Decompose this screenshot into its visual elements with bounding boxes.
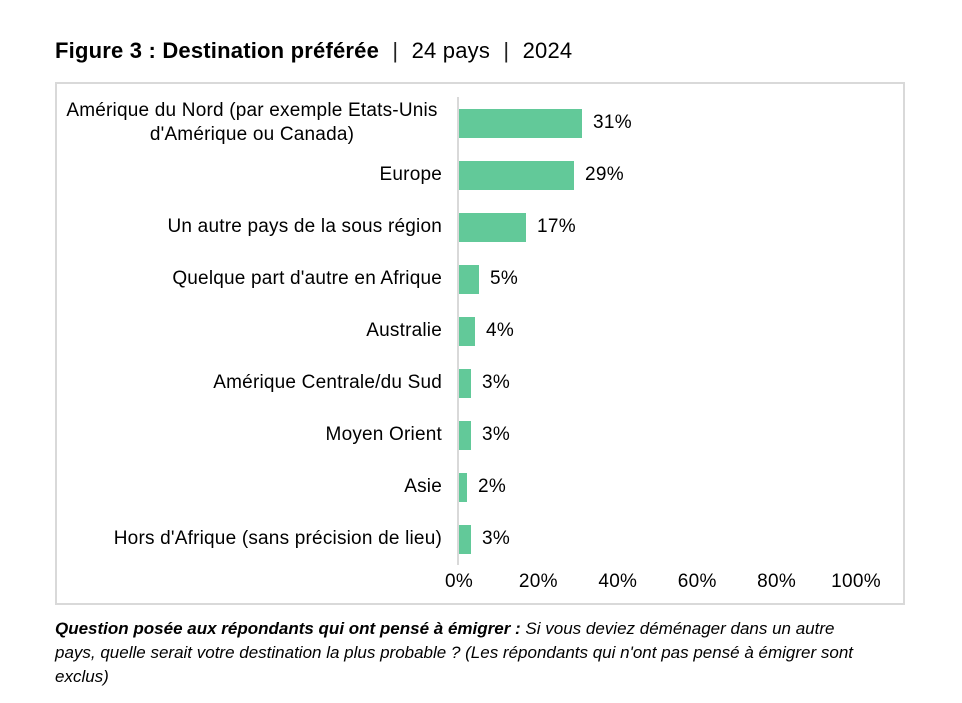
- x-tick-label: 80%: [757, 571, 797, 592]
- category-label: Australie: [366, 320, 442, 341]
- title-separator: |: [503, 38, 510, 63]
- bar: [459, 368, 471, 398]
- chart-rows: Amérique du Nord (par exemple Etats-Unis…: [57, 84, 903, 565]
- bar-cell: 3%: [459, 409, 903, 461]
- bar-cell: 29%: [459, 149, 903, 201]
- y-axis-line: [457, 97, 459, 565]
- figure-title-sample: 24 pays: [411, 38, 491, 63]
- bar-cell: 3%: [459, 357, 903, 409]
- category-label-cell: Amérique du Nord (par exemple Etats-Unis…: [57, 99, 459, 147]
- value-label: 2%: [478, 476, 507, 497]
- bar-row: Moyen Orient 3%: [57, 409, 903, 461]
- category-label-cell: Quelque part d'autre en Afrique: [57, 267, 459, 291]
- category-label-cell: Hors d'Afrique (sans précision de lieu): [57, 527, 459, 551]
- bar: [459, 420, 471, 450]
- category-label-cell: Australie: [57, 319, 459, 343]
- value-label: 3%: [482, 528, 511, 549]
- category-label: Quelque part d'autre en Afrique: [172, 268, 442, 289]
- category-label: Hors d'Afrique (sans précision de lieu): [113, 528, 442, 549]
- bar-row: Un autre pays de la sous région 17%: [57, 201, 903, 253]
- category-label: Europe: [379, 164, 442, 185]
- x-tick-label: 20%: [518, 571, 558, 592]
- bar-row: Amérique Centrale/du Sud 3%: [57, 357, 903, 409]
- x-tick-label: 40%: [598, 571, 638, 592]
- bar-row: Europe 29%: [57, 149, 903, 201]
- value-label: 29%: [585, 164, 624, 185]
- bar: [459, 160, 574, 190]
- x-tick-label: 100%: [831, 571, 881, 592]
- category-label-cell: Moyen Orient: [57, 423, 459, 447]
- value-label: 31%: [593, 112, 632, 133]
- value-label: 17%: [537, 216, 576, 237]
- bar-cell: 31%: [459, 97, 903, 149]
- footnote-body: Si vous deviez déménager dans un autre p…: [55, 619, 854, 686]
- bar-row: Hors d'Afrique (sans précision de lieu) …: [57, 513, 903, 565]
- figure-title: Figure 3 : Destination préférée | 24 pay…: [55, 38, 572, 64]
- bar-row: Australie 4%: [57, 305, 903, 357]
- category-label-cell: Amérique Centrale/du Sud: [57, 371, 459, 395]
- bar-cell: 17%: [459, 201, 903, 253]
- title-separator: |: [392, 38, 399, 63]
- category-label-cell: Europe: [57, 163, 459, 187]
- bar-cell: 2%: [459, 461, 903, 513]
- category-label-cell: Un autre pays de la sous région: [57, 215, 459, 239]
- category-label: Moyen Orient: [325, 424, 442, 445]
- bar-cell: 3%: [459, 513, 903, 565]
- category-label: Amérique Centrale/du Sud: [213, 372, 442, 393]
- value-label: 3%: [482, 424, 511, 445]
- category-label: Un autre pays de la sous région: [167, 216, 442, 237]
- chart-frame: Amérique du Nord (par exemple Etats-Unis…: [55, 82, 905, 605]
- x-tick-label: 60%: [677, 571, 717, 592]
- bar-row: Amérique du Nord (par exemple Etats-Unis…: [57, 97, 903, 149]
- value-label: 4%: [486, 320, 515, 341]
- bar: [459, 108, 582, 138]
- figure-title-year: 2024: [522, 38, 573, 63]
- bar-cell: 5%: [459, 253, 903, 305]
- category-label: Asie: [404, 476, 442, 497]
- bar: [459, 524, 471, 554]
- bar-row: Quelque part d'autre en Afrique 5%: [57, 253, 903, 305]
- value-label: 5%: [490, 268, 519, 289]
- bar: [459, 316, 475, 346]
- x-tick-label: 0%: [444, 571, 474, 592]
- footnote-question-label: Question posée aux répondants qui ont pe…: [55, 619, 521, 638]
- bar: [459, 212, 526, 242]
- value-label: 3%: [482, 372, 511, 393]
- figure-title-bold: Figure 3 : Destination préférée: [55, 38, 380, 63]
- bar: [459, 264, 479, 294]
- category-label: Amérique du Nord (par exemple Etats-Unis…: [66, 100, 438, 145]
- category-label-cell: Asie: [57, 475, 459, 499]
- bar-cell: 4%: [459, 305, 903, 357]
- x-axis-ticks: 0% 20% 40% 60% 80% 100%: [445, 565, 903, 605]
- footnote: Question posée aux répondants qui ont pe…: [55, 617, 865, 689]
- bar: [459, 472, 467, 502]
- bar-row: Asie 2%: [57, 461, 903, 513]
